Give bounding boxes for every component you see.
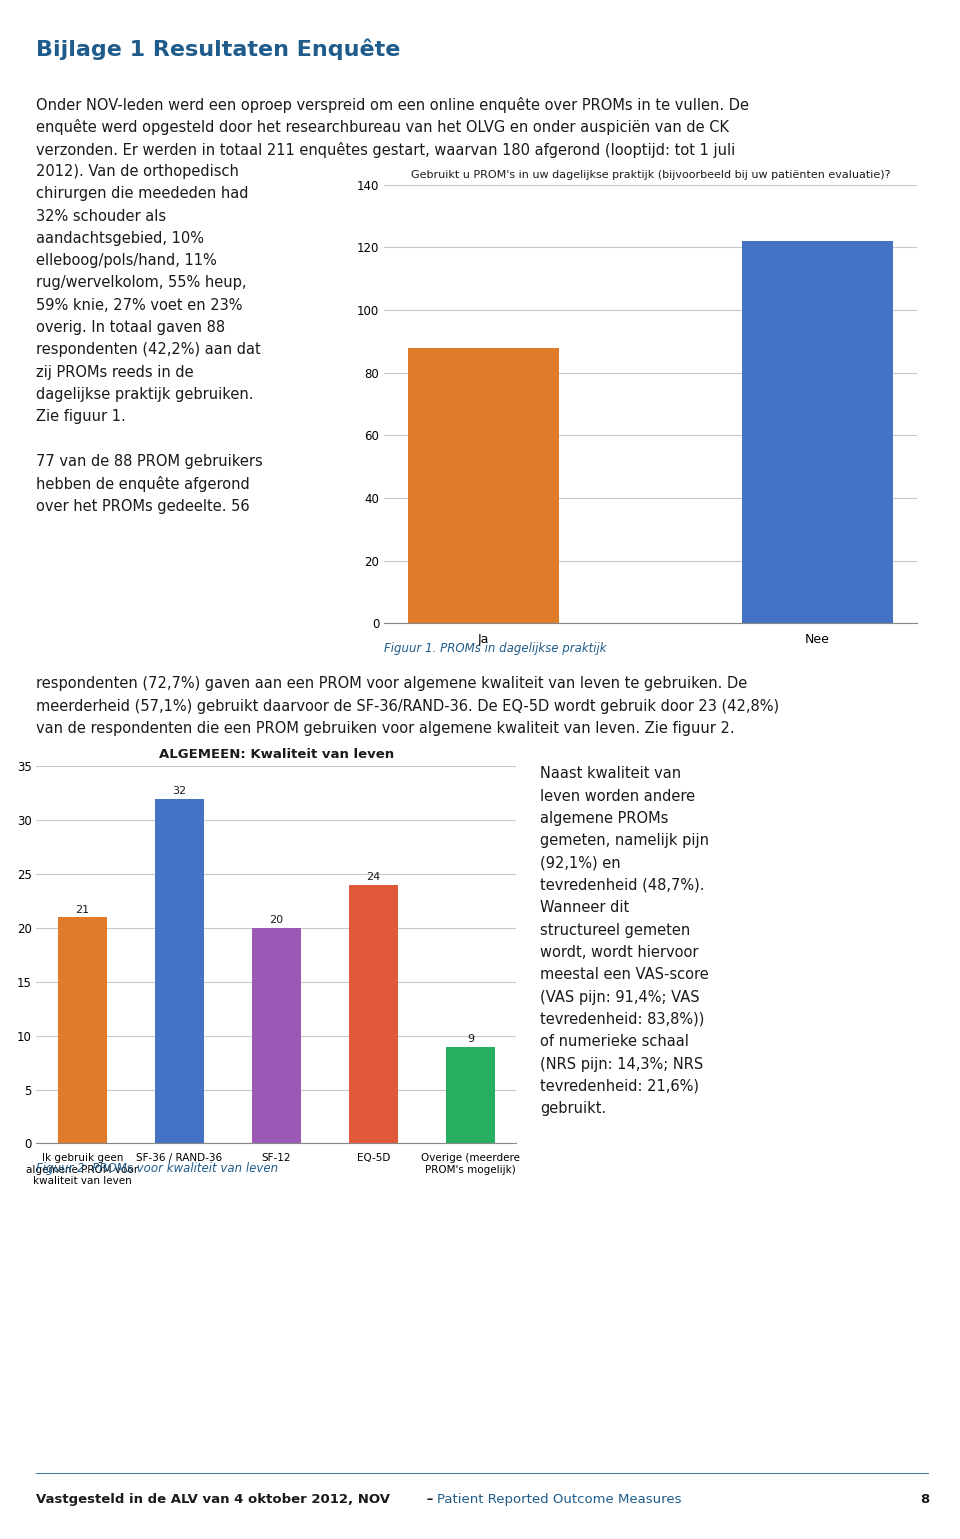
Text: (92,1%) en: (92,1%) en [540, 856, 621, 871]
Text: (VAS pijn: 91,4%; VAS: (VAS pijn: 91,4%; VAS [540, 990, 700, 1005]
Text: 21: 21 [76, 905, 89, 914]
Text: overig. In totaal gaven 88: overig. In totaal gaven 88 [36, 320, 226, 336]
Text: 9: 9 [467, 1034, 474, 1043]
Text: Figuur 2. PROMs voor kwaliteit van leven: Figuur 2. PROMs voor kwaliteit van leven [36, 1162, 278, 1174]
Text: zij PROMs reeds in de: zij PROMs reeds in de [36, 365, 194, 380]
Text: Onder NOV-leden werd een oproep verspreid om een online enquête over PROMs in te: Onder NOV-leden werd een oproep versprei… [36, 97, 750, 112]
Bar [156, 799, 204, 1143]
Bar [408, 348, 559, 623]
Text: aandachtsgebied, 10%: aandachtsgebied, 10% [36, 231, 204, 246]
Text: wordt, wordt hiervoor: wordt, wordt hiervoor [540, 945, 699, 960]
Text: gebruikt.: gebruikt. [540, 1102, 607, 1116]
Text: 32: 32 [173, 786, 186, 796]
Text: over het PROMs gedeelte. 56: over het PROMs gedeelte. 56 [36, 499, 251, 514]
Text: Wanneer dit: Wanneer dit [540, 900, 630, 916]
Bar [349, 885, 397, 1143]
Text: (NRS pijn: 14,3%; NRS: (NRS pijn: 14,3%; NRS [540, 1057, 704, 1071]
Text: structureel gemeten: structureel gemeten [540, 923, 691, 937]
Text: meestal een VAS-score: meestal een VAS-score [540, 968, 709, 982]
Text: of numerieke schaal: of numerieke schaal [540, 1034, 689, 1050]
Text: Bijlage 1 Resultaten Enquête: Bijlage 1 Resultaten Enquête [36, 38, 401, 60]
Text: 20: 20 [270, 916, 283, 925]
Text: 32% schouder als: 32% schouder als [36, 208, 167, 223]
Text: algemene PROMs: algemene PROMs [540, 811, 669, 826]
Text: meerderheid (57,1%) gebruikt daarvoor de SF-36/RAND-36. De EQ-5D wordt gebruik d: meerderheid (57,1%) gebruikt daarvoor de… [36, 699, 780, 714]
Text: 77 van de 88 PROM gebruikers: 77 van de 88 PROM gebruikers [36, 454, 263, 469]
Bar [59, 917, 107, 1143]
Title: Gebruikt u PROM's in uw dagelijkse praktijk (bijvoorbeeld bij uw patiënten evalu: Gebruikt u PROM's in uw dagelijkse prakt… [411, 169, 890, 180]
Text: tevredenheid: 83,8%)): tevredenheid: 83,8%)) [540, 1013, 705, 1027]
Text: Vastgesteld in de ALV van 4 oktober 2012, NOV: Vastgesteld in de ALV van 4 oktober 2012… [36, 1493, 391, 1505]
Text: rug/wervelkolom, 55% heup,: rug/wervelkolom, 55% heup, [36, 275, 247, 291]
Bar [252, 928, 300, 1143]
Text: dagelijkse praktijk gebruiken.: dagelijkse praktijk gebruiken. [36, 386, 254, 402]
Text: elleboog/pols/hand, 11%: elleboog/pols/hand, 11% [36, 252, 217, 268]
Text: leven worden andere: leven worden andere [540, 788, 696, 803]
Text: tevredenheid: 21,6%): tevredenheid: 21,6%) [540, 1079, 700, 1094]
Text: enquête werd opgesteld door het researchbureau van het OLVG en onder auspiciën v: enquête werd opgesteld door het research… [36, 120, 730, 135]
Text: Naast kwaliteit van: Naast kwaliteit van [540, 766, 682, 782]
Text: tevredenheid (48,7%).: tevredenheid (48,7%). [540, 877, 705, 893]
Text: Figuur 1. PROMs in dagelijkse praktijk: Figuur 1. PROMs in dagelijkse praktijk [384, 642, 607, 654]
Text: 59% knie, 27% voet en 23%: 59% knie, 27% voet en 23% [36, 297, 243, 312]
Text: 2012). Van de orthopedisch: 2012). Van de orthopedisch [36, 163, 239, 179]
Text: 24: 24 [367, 873, 380, 882]
Text: Zie figuur 1.: Zie figuur 1. [36, 409, 126, 425]
Bar [742, 242, 893, 623]
Text: 8: 8 [920, 1493, 929, 1505]
Text: respondenten (42,2%) aan dat: respondenten (42,2%) aan dat [36, 342, 261, 357]
Text: van de respondenten die een PROM gebruiken voor algemene kwaliteit van leven. Zi: van de respondenten die een PROM gebruik… [36, 720, 735, 736]
Text: hebben de enquête afgerond: hebben de enquête afgerond [36, 476, 251, 492]
Text: –: – [422, 1493, 439, 1505]
Text: Patient Reported Outcome Measures: Patient Reported Outcome Measures [437, 1493, 682, 1505]
Text: gemeten, namelijk pijn: gemeten, namelijk pijn [540, 834, 709, 848]
Bar [446, 1047, 494, 1143]
Title: ALGEMEEN: Kwaliteit van leven: ALGEMEEN: Kwaliteit van leven [159, 748, 394, 762]
Text: chirurgen die meededen had: chirurgen die meededen had [36, 186, 249, 202]
Text: verzonden. Er werden in totaal 211 enquêtes gestart, waarvan 180 afgerond (loopt: verzonden. Er werden in totaal 211 enquê… [36, 142, 735, 157]
Text: respondenten (72,7%) gaven aan een PROM voor algemene kwaliteit van leven te geb: respondenten (72,7%) gaven aan een PROM … [36, 677, 748, 691]
